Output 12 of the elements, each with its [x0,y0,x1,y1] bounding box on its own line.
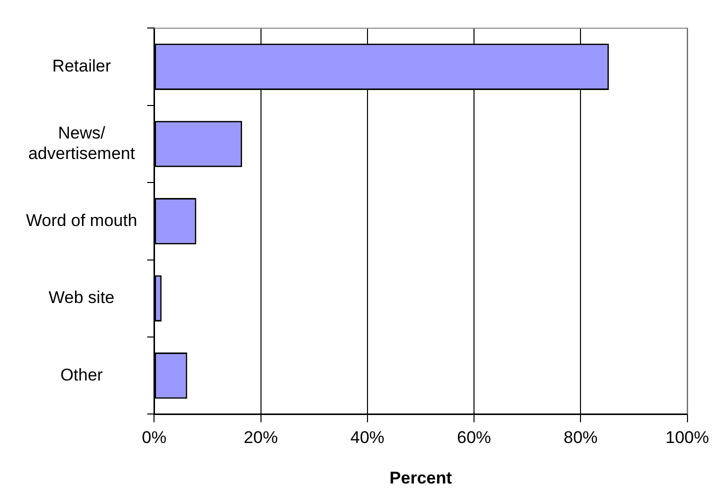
x-axis-title: Percent [390,468,452,488]
y-tick-label: Web site [48,288,115,308]
x-tick-label: 20% [244,428,278,448]
x-tick-label: 40% [350,428,384,448]
y-tick-label: Retailer [52,56,112,76]
y-tick-label: Other [60,365,104,384]
x-tick-label: 100% [666,428,709,448]
y-tick-label: News/ advertisement [28,123,136,163]
y-tick-label: Word of mouth [26,210,138,230]
x-tick-label: 0% [142,428,166,448]
x-tick-label: 80% [564,428,598,448]
x-tick-label: 60% [457,428,492,448]
